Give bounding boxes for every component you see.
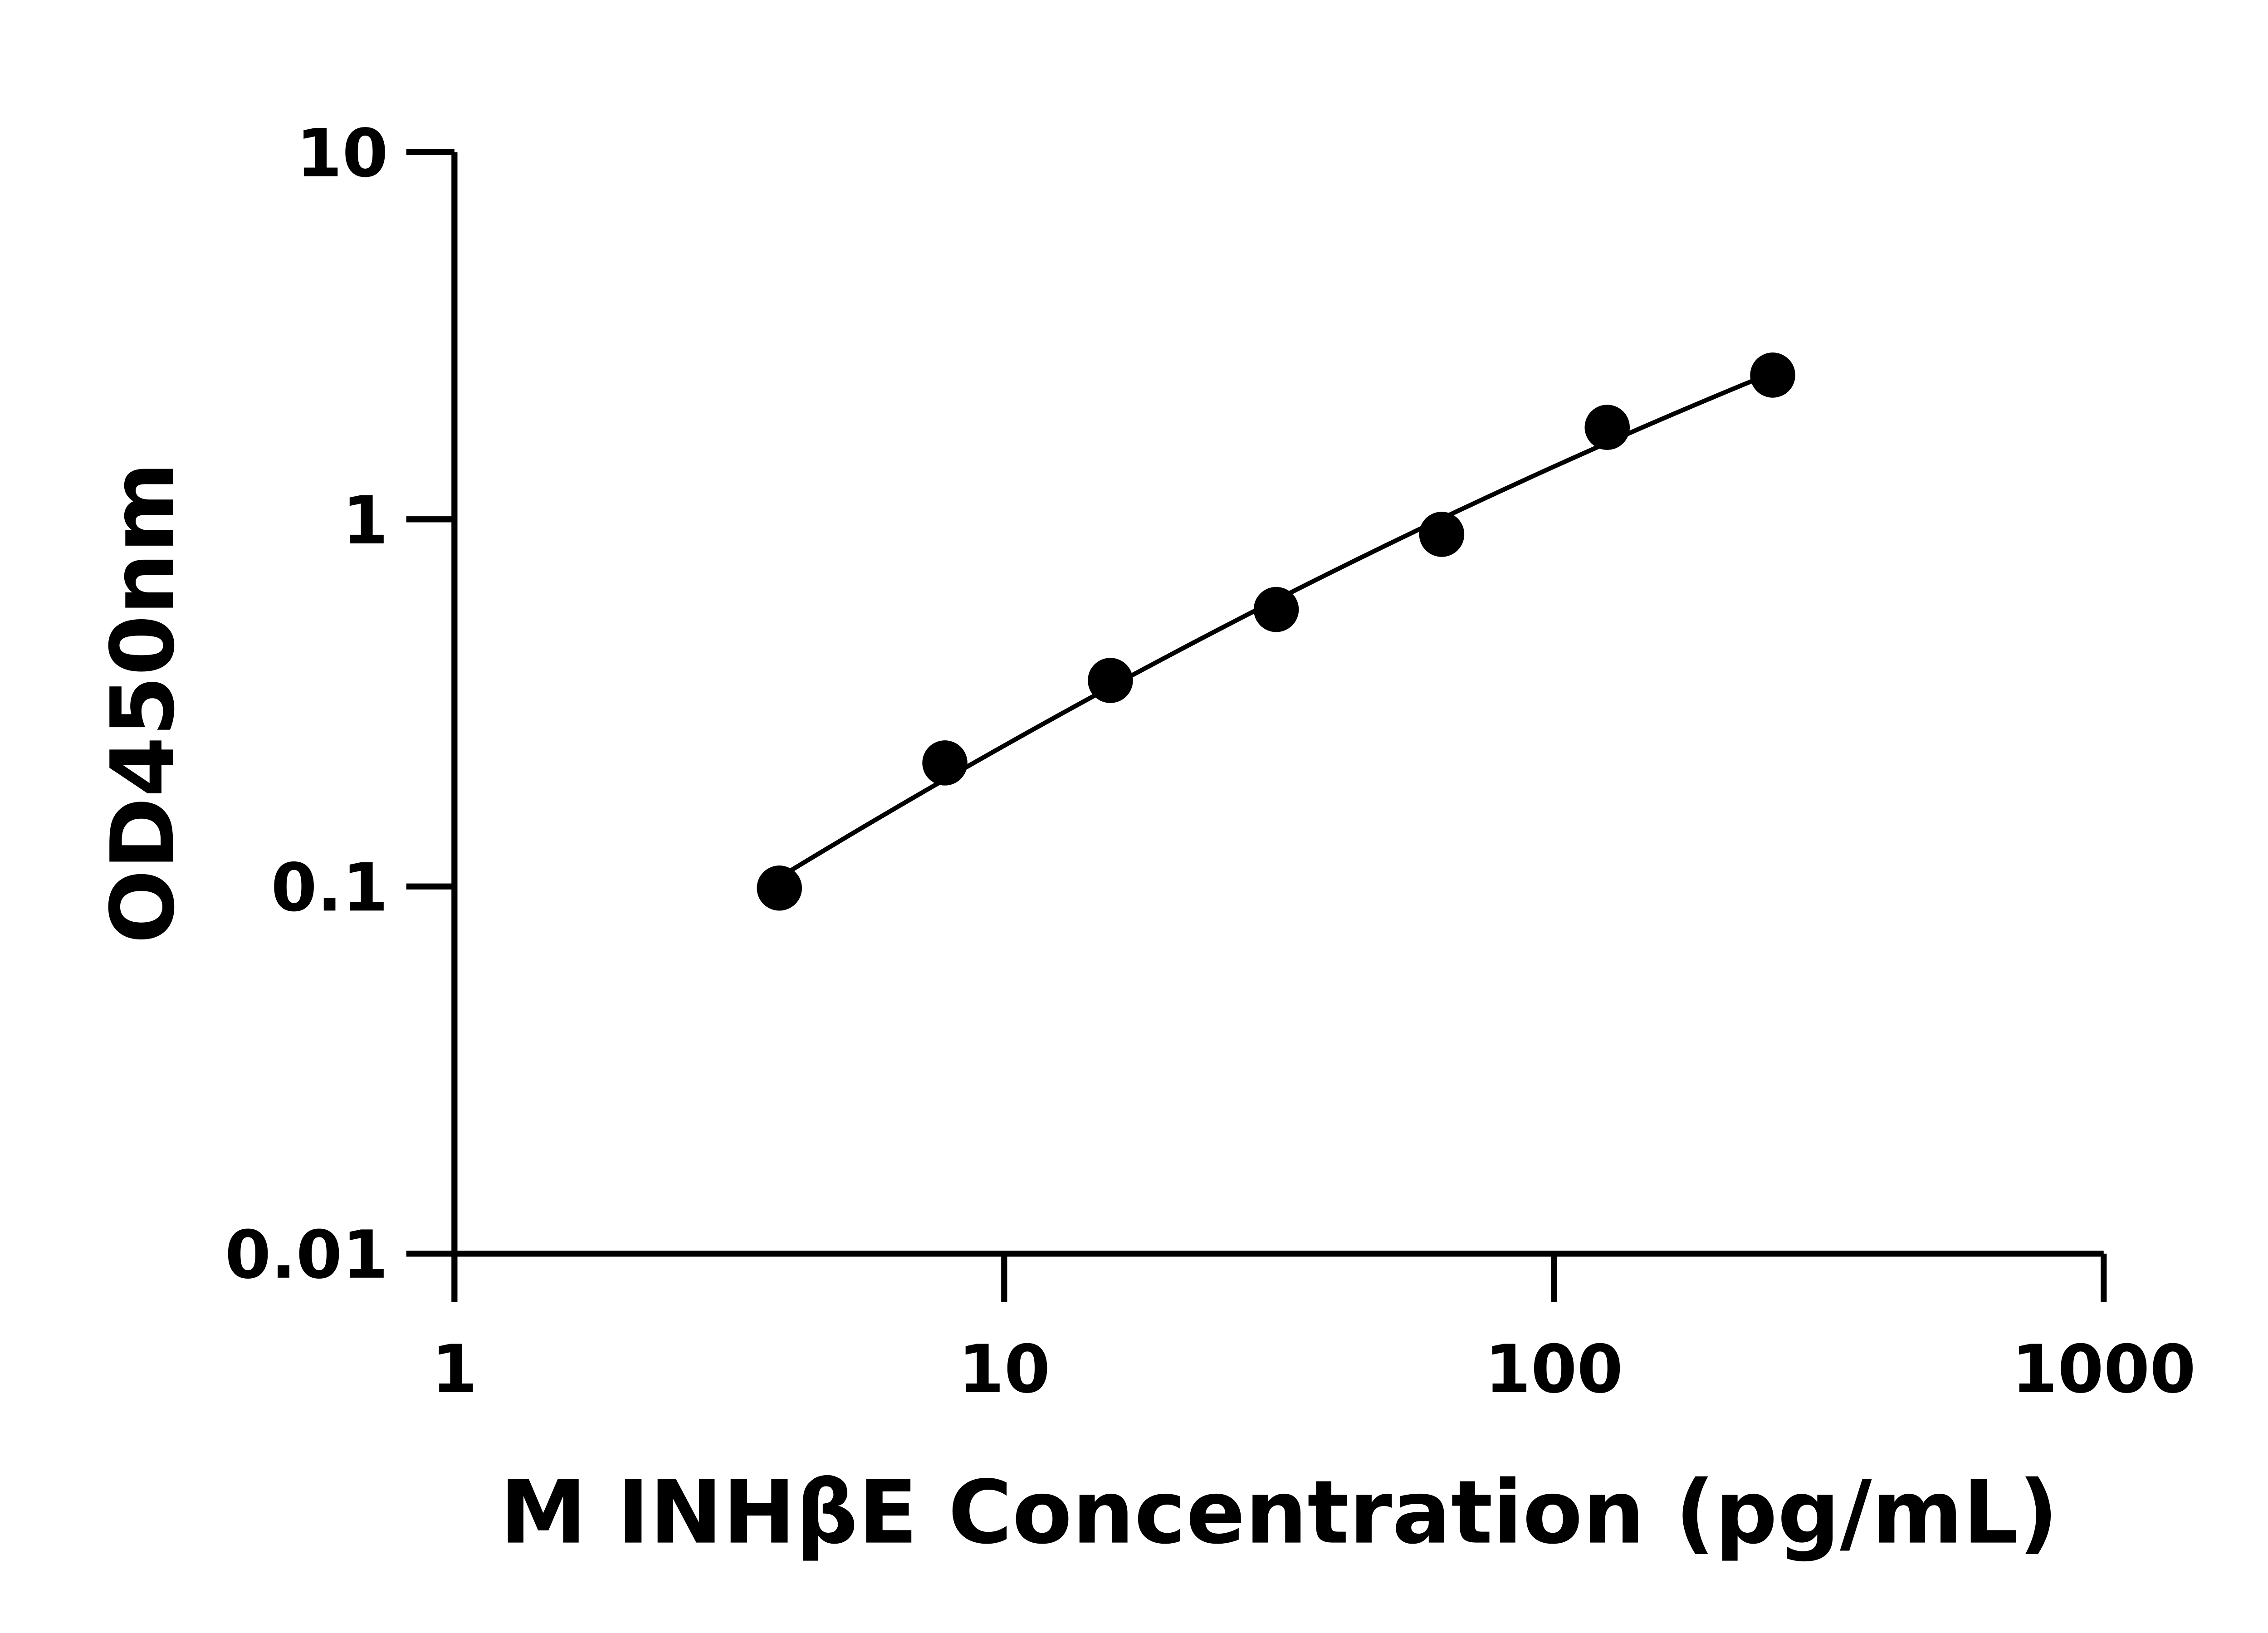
x-tick-label: 1000 — [2012, 1331, 2196, 1408]
x-axis-label: M INHβE Concentration (pg/mL) — [500, 1462, 2058, 1564]
data-point — [922, 740, 968, 786]
y-tick-label: 10 — [296, 115, 388, 192]
data-point — [757, 865, 802, 911]
y-axis-label: OD450nm — [93, 462, 194, 944]
axes: 1 10 100 1000 0.01 0.1 1 10 — [225, 115, 2196, 1408]
x-tick-label: 1 — [431, 1331, 478, 1408]
data-point — [1253, 587, 1299, 632]
data-points — [757, 352, 1795, 911]
data-point — [1088, 658, 1133, 703]
y-tick-label: 0.1 — [271, 850, 388, 926]
x-tick-label: 10 — [958, 1331, 1050, 1408]
y-tick-label: 0.01 — [225, 1217, 388, 1294]
data-point — [1584, 405, 1630, 450]
data-point — [1750, 352, 1795, 398]
y-tick-label: 1 — [342, 483, 388, 559]
data-point — [1419, 512, 1465, 557]
x-tick-label: 100 — [1485, 1331, 1623, 1408]
